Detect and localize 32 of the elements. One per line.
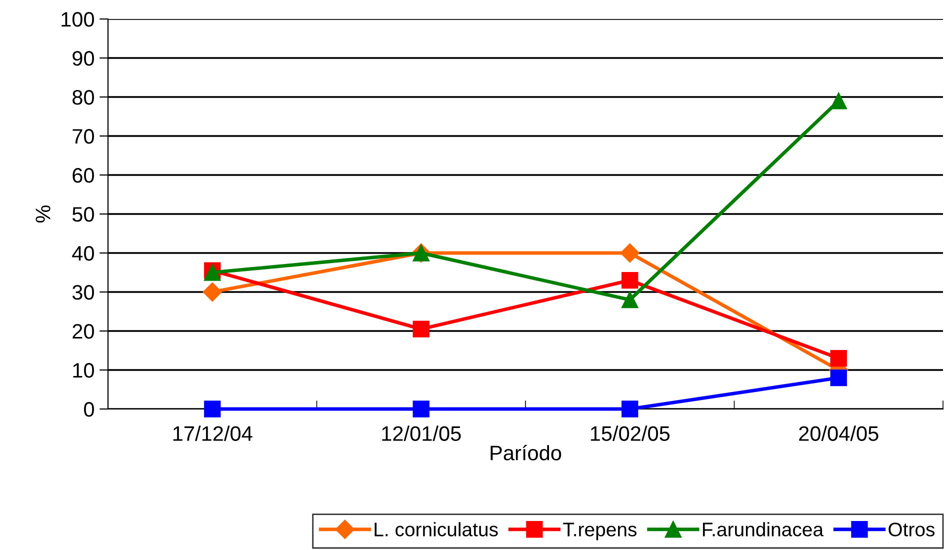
point	[620, 243, 640, 263]
y-tick-label: 30	[72, 285, 94, 300]
legend-label: F.arundinacea	[702, 522, 824, 536]
legend-label: L. corniculatus	[374, 522, 498, 536]
legend-label: Otros	[888, 522, 935, 536]
legend-label: T.repens	[563, 522, 637, 540]
y-tick-label: 20	[72, 324, 94, 339]
point	[622, 291, 638, 308]
y-tick-label: 40	[72, 246, 94, 261]
y-tick-label: 50	[72, 207, 94, 222]
x-axis-title: Paríodo	[490, 444, 562, 460]
y-tick-label: 80	[72, 90, 94, 105]
y-tick-label: 10	[73, 363, 94, 378]
x-tick-label: 17/12/04	[173, 426, 252, 441]
point	[830, 369, 847, 386]
point	[412, 320, 430, 338]
y-axis-title: %	[36, 205, 50, 223]
point	[412, 400, 430, 418]
point	[202, 282, 222, 302]
point	[204, 400, 221, 418]
y-tick-label: 90	[72, 51, 94, 66]
x-tick-label: 15/02/05	[590, 426, 670, 441]
point	[830, 350, 847, 367]
point	[622, 272, 638, 289]
y-tick-label: 0	[84, 402, 94, 417]
y-tick-label: 100	[62, 12, 94, 27]
point	[830, 92, 847, 110]
y-tick-label: 70	[72, 129, 94, 144]
x-tick-label: 20/04/05	[799, 426, 878, 441]
x-tick-label: 12/01/05	[382, 426, 461, 441]
point	[622, 400, 638, 418]
y-tick-label: 60	[72, 168, 94, 183]
